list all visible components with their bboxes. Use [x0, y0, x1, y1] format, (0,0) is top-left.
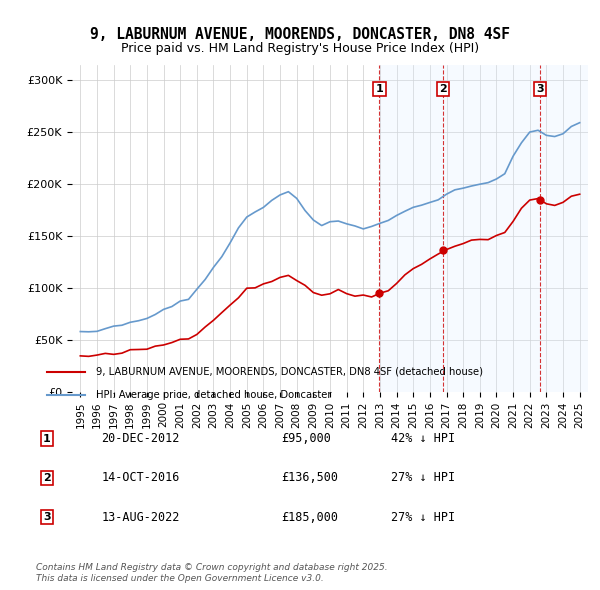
Text: 1: 1	[43, 434, 51, 444]
Text: 2: 2	[439, 84, 447, 94]
Text: 27% ↓ HPI: 27% ↓ HPI	[391, 471, 455, 484]
Text: 42% ↓ HPI: 42% ↓ HPI	[391, 432, 455, 445]
Text: 13-AUG-2022: 13-AUG-2022	[101, 511, 180, 524]
Text: £136,500: £136,500	[282, 471, 339, 484]
Text: 20-DEC-2012: 20-DEC-2012	[101, 432, 180, 445]
Text: 9, LABURNUM AVENUE, MOORENDS, DONCASTER, DN8 4SF (detached house): 9, LABURNUM AVENUE, MOORENDS, DONCASTER,…	[96, 367, 483, 377]
Text: HPI: Average price, detached house, Doncaster: HPI: Average price, detached house, Donc…	[96, 390, 332, 400]
Text: 14-OCT-2016: 14-OCT-2016	[101, 471, 180, 484]
Text: Contains HM Land Registry data © Crown copyright and database right 2025.
This d: Contains HM Land Registry data © Crown c…	[36, 563, 388, 583]
Text: 3: 3	[43, 512, 51, 522]
Text: 1: 1	[376, 84, 383, 94]
Text: 9, LABURNUM AVENUE, MOORENDS, DONCASTER, DN8 4SF: 9, LABURNUM AVENUE, MOORENDS, DONCASTER,…	[90, 27, 510, 41]
Text: 27% ↓ HPI: 27% ↓ HPI	[391, 511, 455, 524]
Bar	[379, 65, 443, 392]
Text: Price paid vs. HM Land Registry's House Price Index (HPI): Price paid vs. HM Land Registry's House …	[121, 42, 479, 55]
Text: £185,000: £185,000	[282, 511, 339, 524]
Bar	[443, 65, 540, 392]
Text: 3: 3	[536, 84, 544, 94]
Text: 2: 2	[43, 473, 51, 483]
Bar	[540, 65, 588, 392]
Text: £95,000: £95,000	[282, 432, 332, 445]
